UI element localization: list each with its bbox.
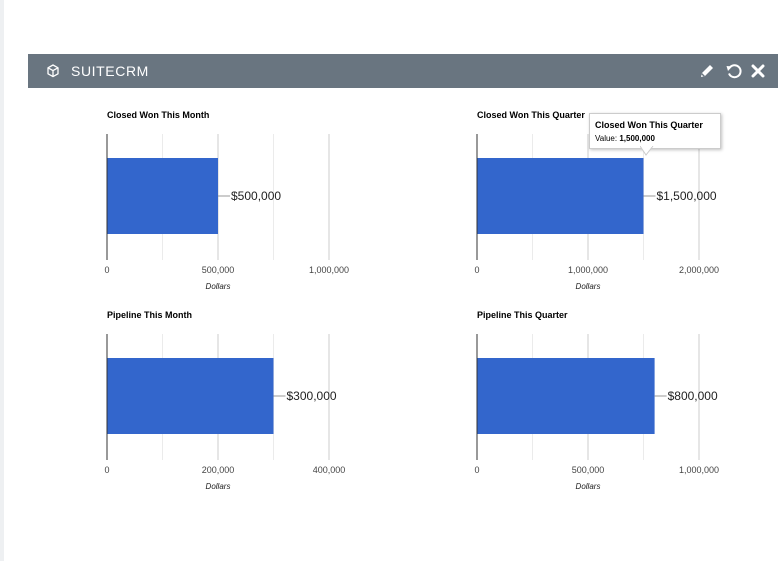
bar-chart: $800,000 0 500,000 1,000,000 Dollars [474,334,719,491]
chart-pipeline-this-quarter: Pipeline This Quarter $800,000 0 500,000 1,… [398,310,778,500]
chart-closed-won-this-quarter: Closed Won This Quarter $1,500,000 0 1,000… [398,110,778,300]
x-axis-title: Dollars [576,482,601,491]
chart-pipeline-this-month: Pipeline This Month $300,000 0 200,000 400,… [28,310,408,500]
x-tick-label: 500,000 [572,465,605,475]
x-axis-title: Dollars [206,482,231,491]
x-tick-label: 0 [104,265,109,275]
x-axis-title: Dollars [576,282,601,291]
x-tick-label: 1,000,000 [679,465,719,475]
bar-value-label: $800,000 [668,389,718,403]
tooltip-title: Closed Won This Quarter [595,120,703,130]
tooltip-value-line: Value: 1,500,000 [595,134,655,143]
x-tick-label: 1,000,000 [309,265,349,275]
chart-title: Closed Won This Month [107,110,210,120]
bar-value-label: $1,500,000 [657,189,717,203]
x-tick-label: 400,000 [313,465,346,475]
close-icon[interactable] [749,62,767,80]
bar-chart: $1,500,000 0 1,000,000 2,000,000 Dollars [474,134,719,291]
x-tick-label: 0 [104,465,109,475]
x-axis-title: Dollars [206,282,231,291]
bar-chart: $500,000 0 500,000 1,000,000 Dollars [104,134,349,291]
bar-value-label: $500,000 [231,189,281,203]
bar-value-label: $300,000 [287,389,337,403]
bar [477,358,655,434]
chart-tooltip: Closed Won This Quarter Value: 1,500,000 [589,113,721,149]
chart-title: Pipeline This Quarter [477,310,568,320]
bar [107,158,218,234]
cube-icon [45,63,61,79]
chart-title: Closed Won This Quarter [477,110,585,120]
x-tick-label: 2,000,000 [679,265,719,275]
x-tick-label: 500,000 [202,265,235,275]
pencil-icon[interactable] [698,62,716,80]
dashlet-title: SUITECRM [71,63,149,79]
left-border [0,0,4,561]
x-tick-label: 0 [474,265,479,275]
bar [107,358,274,434]
tooltip-value: 1,500,000 [619,134,655,143]
bar [477,158,644,234]
x-tick-label: 200,000 [202,465,235,475]
chart-closed-won-this-month: Closed Won This Month $500,000 0 500,000 1,… [28,110,408,300]
x-tick-label: 1,000,000 [568,265,608,275]
tooltip-pointer [640,146,654,156]
dashlet-header: SUITECRM [28,54,778,88]
chart-title: Pipeline This Month [107,310,192,320]
x-tick-label: 0 [474,465,479,475]
bar-chart: $300,000 0 200,000 400,000 Dollars [104,334,346,491]
tooltip-value-label: Value: [595,134,618,143]
refresh-icon[interactable] [725,62,743,80]
